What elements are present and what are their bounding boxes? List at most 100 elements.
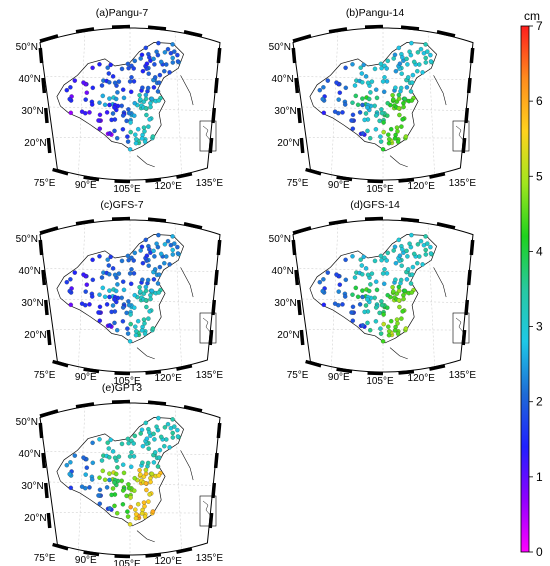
station-point xyxy=(137,467,142,473)
station-point xyxy=(410,72,416,78)
station-point xyxy=(411,59,417,65)
station-point xyxy=(149,96,155,102)
station-point xyxy=(107,272,112,277)
station-point xyxy=(140,277,145,282)
station-point xyxy=(392,328,398,333)
station-point xyxy=(124,118,129,124)
station-point xyxy=(379,107,384,112)
station-point xyxy=(149,288,155,294)
station-point xyxy=(121,287,127,293)
station-point xyxy=(156,415,161,421)
station-point xyxy=(127,79,133,84)
longitude-label: 135°E xyxy=(196,370,224,381)
station-point xyxy=(90,65,95,71)
station-point xyxy=(388,318,394,324)
station-point xyxy=(343,277,349,283)
station-point xyxy=(68,110,74,116)
station-point xyxy=(72,270,78,275)
station-point xyxy=(146,446,151,451)
station-point xyxy=(157,447,163,453)
station-point xyxy=(137,92,142,98)
frame-tick-bar xyxy=(469,47,475,64)
station-point xyxy=(363,303,369,308)
station-point xyxy=(355,102,361,108)
station-point xyxy=(119,66,125,72)
longitude-label: 75°E xyxy=(287,178,309,189)
station-point xyxy=(106,71,112,76)
station-point xyxy=(126,302,132,308)
station-point xyxy=(317,279,323,285)
station-point xyxy=(382,75,387,80)
station-point xyxy=(360,288,365,293)
station-point xyxy=(113,288,119,294)
station-point xyxy=(170,234,175,239)
station-point xyxy=(96,118,101,123)
station-point xyxy=(154,49,159,54)
station-point xyxy=(343,65,348,71)
station-point xyxy=(151,460,157,465)
station-point xyxy=(83,289,88,294)
station-point xyxy=(112,128,117,134)
station-point xyxy=(110,111,116,116)
frame-tick-bar xyxy=(46,512,52,529)
station-point xyxy=(407,49,412,54)
station-point xyxy=(362,309,367,315)
station-point xyxy=(360,323,366,328)
station-point xyxy=(156,98,162,103)
frame-tick-bar xyxy=(400,217,420,223)
station-point xyxy=(321,110,327,116)
station-point xyxy=(363,266,369,271)
station-point xyxy=(67,96,72,102)
station-point xyxy=(397,304,402,310)
station-point xyxy=(129,267,134,272)
station-point xyxy=(175,427,180,433)
station-point xyxy=(175,52,180,58)
colorbar-tick-label: 7 xyxy=(536,19,543,33)
station-point xyxy=(150,509,156,514)
station-point xyxy=(385,113,390,118)
station-point xyxy=(365,272,371,278)
station-point xyxy=(146,499,151,504)
station-point xyxy=(127,522,133,527)
station-point xyxy=(175,251,181,256)
station-point xyxy=(360,294,365,300)
longitude-label: 90°E xyxy=(75,372,97,383)
panel-title: (d)GFS-14 xyxy=(350,199,400,211)
station-point xyxy=(114,327,120,333)
station-point xyxy=(156,80,162,85)
panel-title: (c)GFS-7 xyxy=(100,199,143,211)
frame-tick-bar xyxy=(75,27,95,34)
station-point xyxy=(417,254,422,259)
station-point xyxy=(133,140,139,146)
station-point xyxy=(350,126,356,131)
station-point xyxy=(148,104,153,110)
station-point xyxy=(423,252,429,257)
station-point xyxy=(385,100,390,106)
station-point xyxy=(125,139,131,144)
station-point xyxy=(373,113,379,118)
latitude-label: 30°N xyxy=(21,481,43,492)
station-point xyxy=(358,65,363,70)
station-point xyxy=(128,464,134,470)
frame-tick-bar xyxy=(461,329,467,346)
station-point xyxy=(151,431,156,437)
station-point xyxy=(343,85,349,91)
station-point xyxy=(107,294,112,300)
station-point xyxy=(112,455,118,461)
station-point xyxy=(143,237,149,243)
station-point xyxy=(170,435,176,440)
station-point xyxy=(391,56,396,61)
station-point xyxy=(97,100,102,105)
station-point xyxy=(138,289,143,294)
station-point xyxy=(366,288,372,294)
station-point xyxy=(107,80,112,85)
station-point xyxy=(423,234,428,239)
station-point xyxy=(404,85,410,90)
station-point xyxy=(126,485,132,491)
station-point xyxy=(405,254,410,259)
station-point xyxy=(392,136,398,141)
station-point xyxy=(399,316,404,321)
neighbour-border xyxy=(389,347,408,360)
station-point xyxy=(145,85,151,91)
map-frame xyxy=(292,27,474,181)
